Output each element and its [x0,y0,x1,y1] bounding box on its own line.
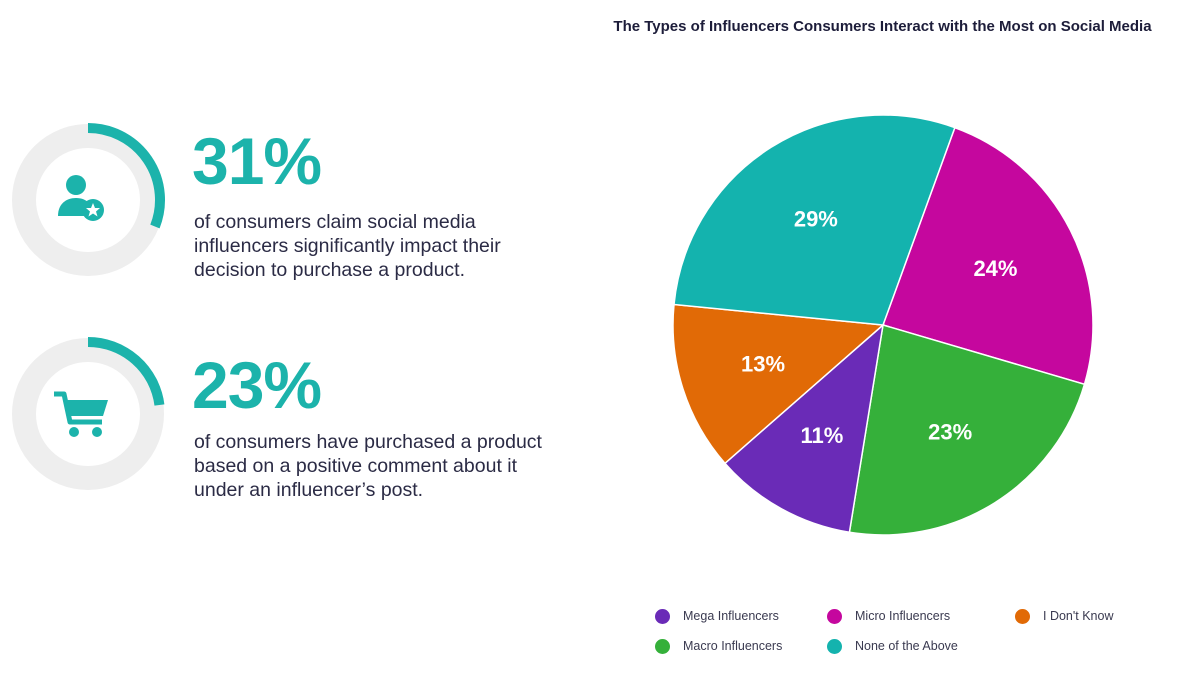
legend-item: Macro Influencers [655,636,782,656]
pie-slice-label: 29% [794,206,838,231]
stat-card-purchase: 23% of consumers have purchased a produc… [0,337,560,518]
legend-label: None of the Above [855,639,958,653]
pie-slice-micro-influencers [882,126,1094,386]
chart-title: The Types of Influencers Consumers Inter… [613,18,1152,35]
legend-swatch [655,638,670,654]
legend-label: Mega Influencers [683,609,779,623]
legend-label: Micro Influencers [855,609,951,623]
pie-slice-label: 11% [800,423,843,448]
legend-swatch [827,638,842,654]
stat-card-impact: 31% of consumers claim social media infl… [0,118,560,298]
legend-swatch [827,608,842,624]
pie-chart: 24% 23% 11% 13% 29% [672,114,1094,536]
progress-ring [12,337,165,490]
legend-label: Macro Influencers [683,639,783,653]
legend-label: I Don't Know [1043,609,1114,623]
chart-legend: Mega Influencers Micro Influencers I Don't… [655,606,1175,666]
pie-slice-none-of-the-above [673,114,956,326]
stat-value: 31% [192,124,322,198]
progress-ring [12,123,165,276]
person-star-icon [58,175,104,221]
progress-arc [87,123,165,229]
progress-arc [87,337,165,406]
legend-item: None of the Above [827,636,958,656]
legend-item: I Don't Know [1015,606,1113,626]
pie-slice-label: 23% [928,420,972,445]
pie-slice-label: 24% [973,256,1017,281]
pie-slice-mega-influencers [723,323,885,534]
legend-swatch [1015,608,1030,624]
pie-slice-i-don-t-know [672,303,885,465]
stat-description: of consumers have purchased a product ba… [194,431,542,501]
legend-swatch [655,608,670,624]
shopping-cart-icon [54,391,108,437]
legend-item: Micro Influencers [827,606,950,626]
legend-item: Mega Influencers [655,606,779,626]
stat-value: 23% [192,348,322,422]
pie-slice-macro-influencers [848,324,1086,536]
stat-description: of consumers claim social media influenc… [194,211,501,281]
pie-slice-label: 13% [741,352,785,377]
